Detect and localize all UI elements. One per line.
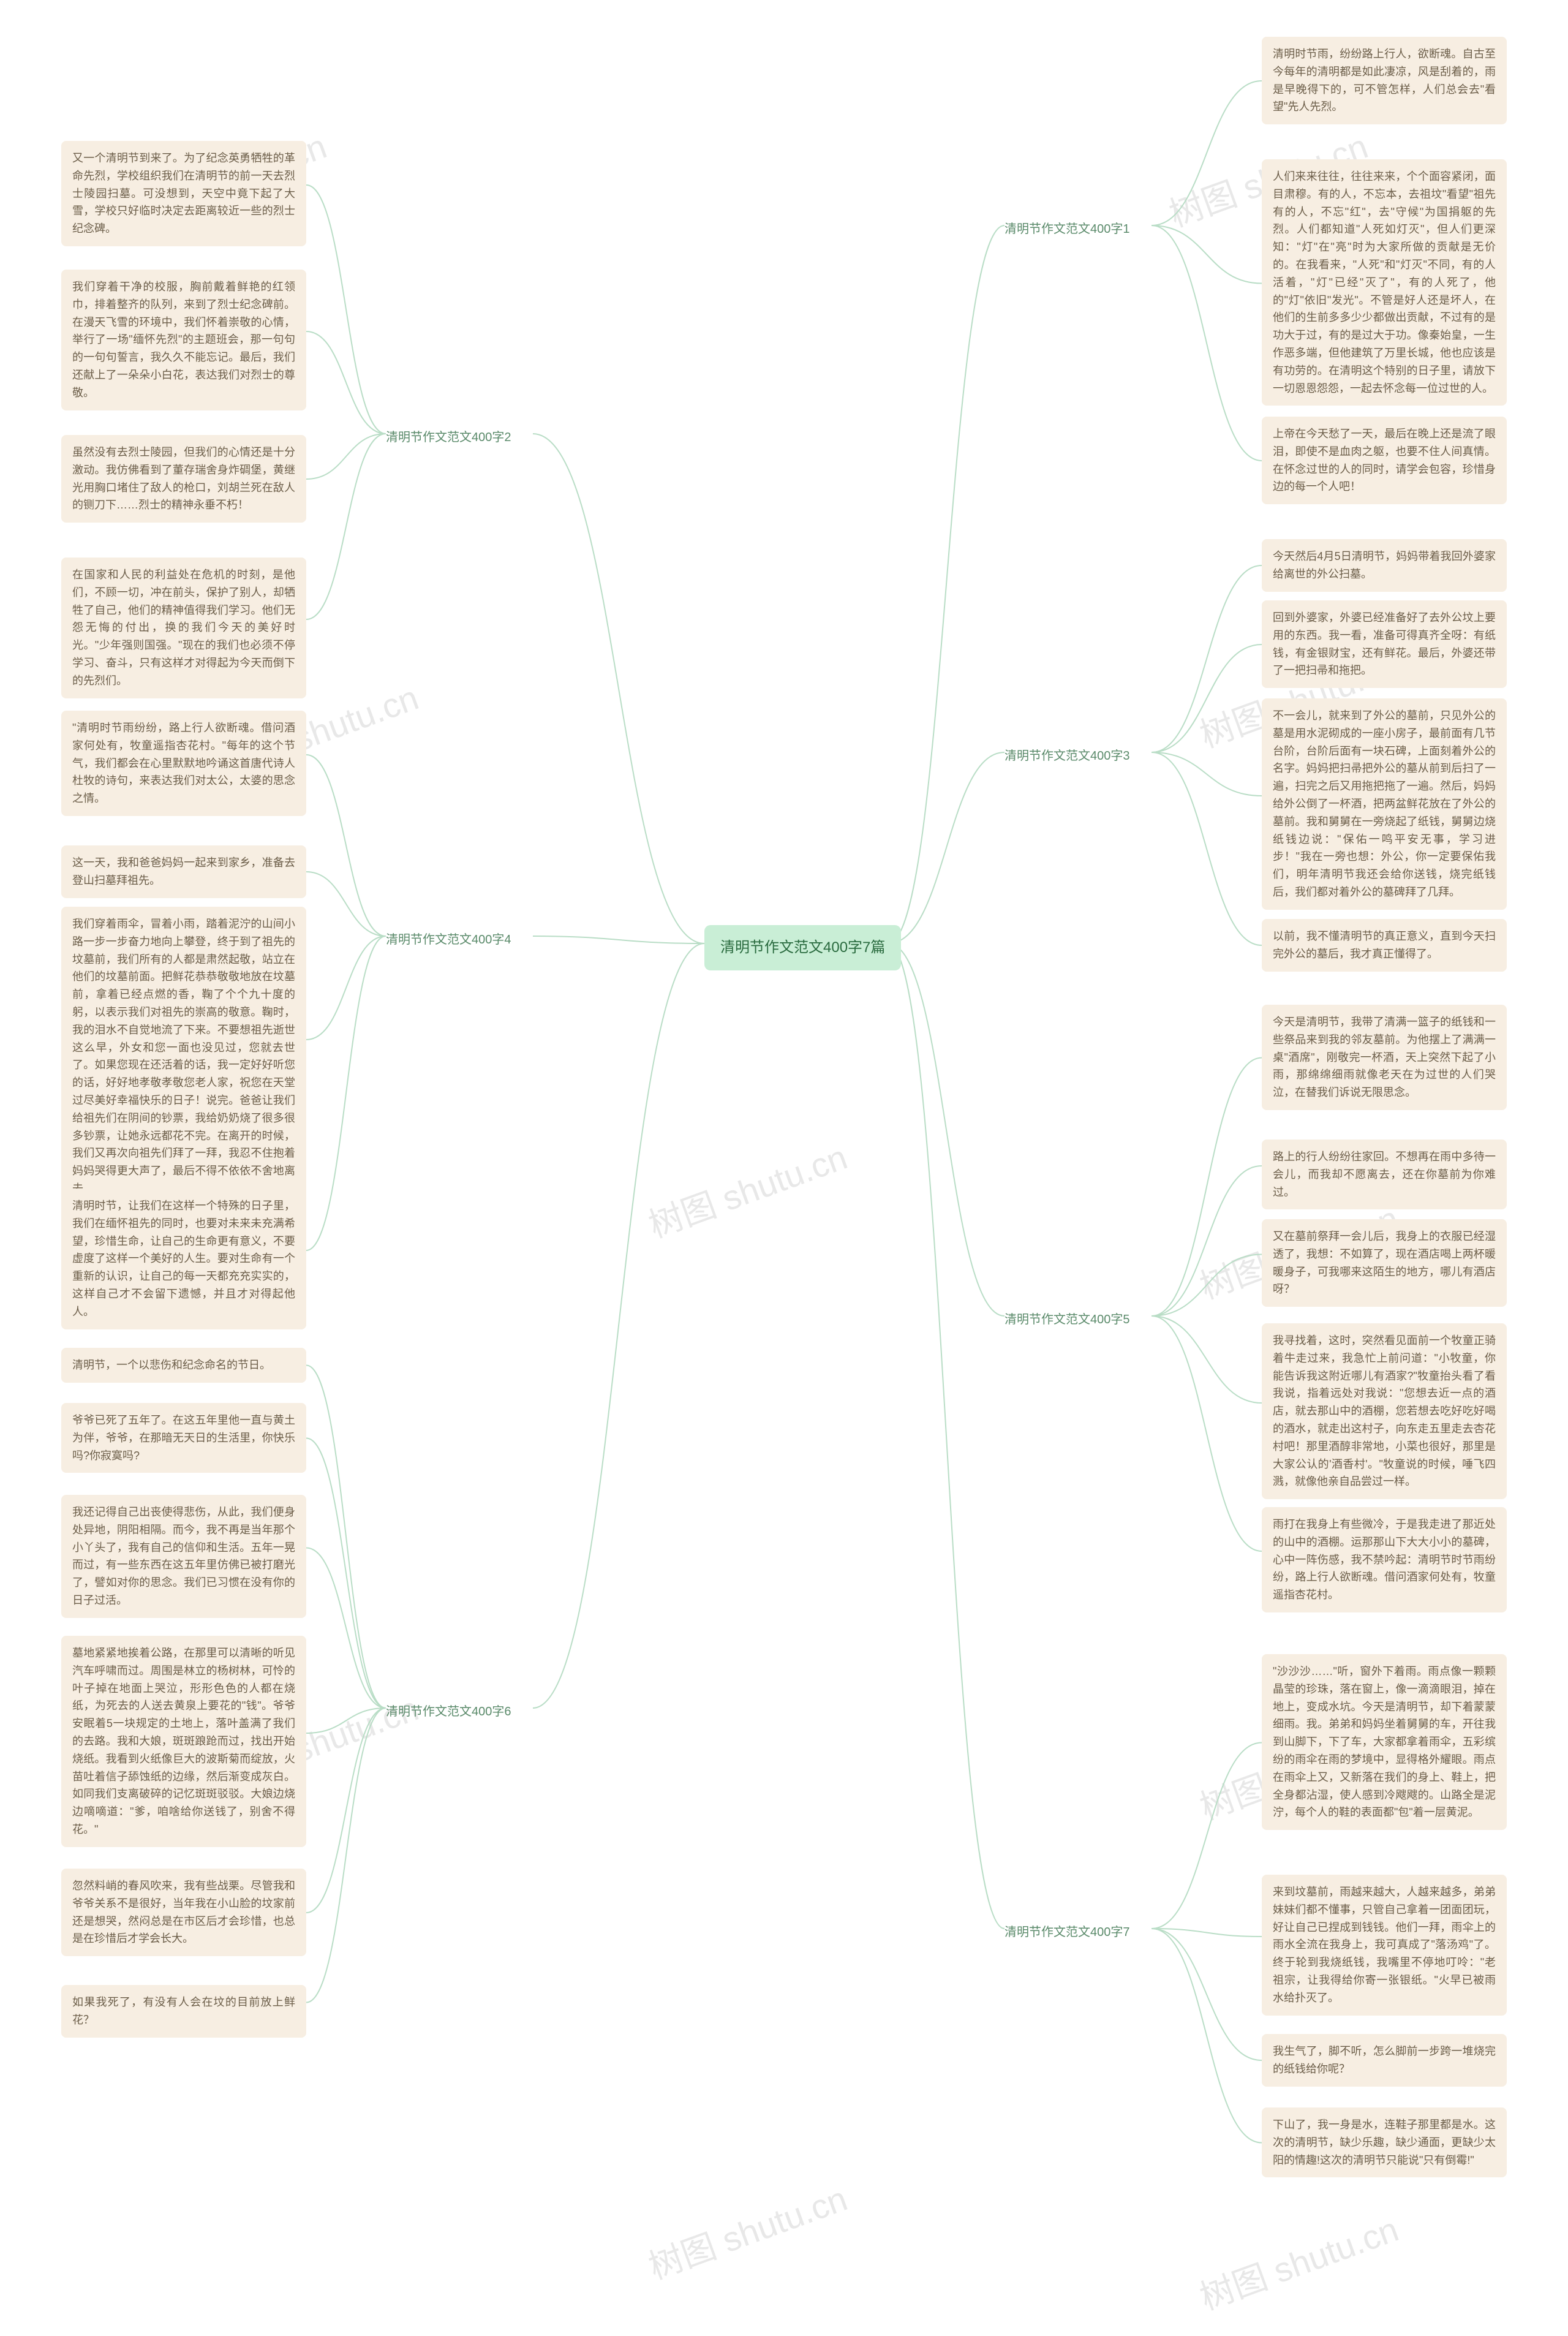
leaf-node: 我生气了，脚不听，怎么脚前一步跨一堆烧完的纸钱给你呢？ [1262,2034,1507,2087]
leaf-node: 下山了，我一身是水，连鞋子那里都是水。这次的清明节，缺少乐趣，缺少通面，更缺少太… [1262,2107,1507,2177]
leaf-node: 清明时节，让我们在这样一个特殊的日子里，我们在缅怀祖先的同时，也要对未来未充满希… [61,1189,306,1329]
leaf-node: 雨打在我身上有些微冷，于是我走进了那近处的山中的酒棚。运那那山下大大小小的墓碑，… [1262,1507,1507,1612]
branch-node: 清明节作文范文400字3 [1005,741,1130,771]
leaf-node: 今天是清明节，我带了清满一篮子的纸钱和一些祭品来到我的邻友墓前。为他摆上了满满一… [1262,1005,1507,1110]
center-node: 清明节作文范文400字7篇 [704,925,901,970]
branch-node: 清明节作文范文400字7 [1005,1918,1130,1947]
branch-node: 清明节作文范文400字2 [386,423,511,452]
leaf-node: 墓地紧紧地挨着公路，在那里可以清晰的听见汽车呼啸而过。周围是林立的杨树林，可怜的… [61,1636,306,1847]
leaf-node: 在国家和人民的利益处在危机的时刻，是他们，不顾一切，冲在前头，保护了别人，却牺牲… [61,558,306,698]
leaf-node: 我们穿着雨伞，冒着小雨，踏着泥泞的山间小路一步一步奋力地向上攀登，终于到了祖先的… [61,907,306,1206]
leaf-node: 这一天，我和爸爸妈妈一起来到家乡，准备去登山扫墓拜祖先。 [61,845,306,898]
leaf-node: "清明时节雨纷纷，路上行人欲断魂。借问酒家何处有，牧童遥指杏花村。"每年的这个节… [61,711,306,816]
branch-node: 清明节作文范文400字5 [1005,1305,1130,1334]
leaf-node: 今天然后4月5日清明节，妈妈带着我回外婆家给离世的外公扫墓。 [1262,539,1507,592]
leaf-node: 上帝在今天愁了一天，最后在晚上还是流了眼泪，即使不是血肉之躯，也要不住人间真情。… [1262,417,1507,504]
leaf-node: 我们穿着干净的校服，胸前戴着鲜艳的红领巾，排着整齐的队列，来到了烈士纪念碑前。在… [61,270,306,410]
leaf-node: 忽然料峭的春风吹来，我有些战栗。尽管我和爷爷关系不是很好，当年我在小山脸的坟家前… [61,1869,306,1956]
leaf-node: 路上的行人纷纷往家回。不想再在雨中多待一会儿，而我却不愿离去，还在你墓前为你难过… [1262,1140,1507,1209]
branch-node: 清明节作文范文400字1 [1005,214,1130,244]
leaf-node: 我寻找着，这时，突然看见面前一个牧童正骑着牛走过来，我急忙上前问道："小牧童，你… [1262,1323,1507,1499]
branch-node: 清明节作文范文400字6 [386,1697,511,1726]
leaf-node: 不一会儿，就来到了外公的墓前，只见外公的墓是用水泥砌成的一座小房子，最前面有几节… [1262,698,1507,910]
leaf-node: 回到外婆家，外婆已经准备好了去外公坟上要用的东西。我一看，准备可得真齐全呀：有纸… [1262,600,1507,688]
leaf-node: 以前，我不懂清明节的真正意义，直到今天扫完外公的墓后，我才真正懂得了。 [1262,919,1507,972]
leaf-node: 如果我死了，有没有人会在坟的目前放上鲜花？ [61,1985,306,2038]
leaf-node: 清明节，一个以悲伤和纪念命名的节日。 [61,1348,306,1383]
leaf-node: 爷爷已死了五年了。在这五年里他一直与黄土为伴，爷爷，在那暗无天日的生活里，你快乐… [61,1403,306,1473]
leaf-node: 又一个清明节到来了。为了纪念英勇牺牲的革命先烈，学校组织我们在清明节的前一天去烈… [61,141,306,246]
leaf-node: 来到坟墓前，雨越来越大，人越来越多，弟弟妹妹们都不懂事，只管自己拿着一团面团玩，… [1262,1875,1507,2016]
leaf-node: 我还记得自己出丧使得悲伤，从此，我们便身处异地，阴阳相隔。而今，我不再是当年那个… [61,1495,306,1618]
branch-node: 清明节作文范文400字4 [386,925,511,954]
leaf-node: 虽然没有去烈士陵园，但我们的心情还是十分激动。我仿佛看到了董存瑞舍身炸碉堡，黄继… [61,435,306,523]
leaf-node: 人们来来往往，往往来来，个个面容紧闭，面目肃穆。有的人，不忘本，去祖坟"看望"祖… [1262,159,1507,406]
leaf-node: 清明时节雨，纷纷路上行人，欲断魂。自古至今每年的清明都是如此凄凉，风是刮着的，雨… [1262,37,1507,124]
leaf-node: "沙沙沙……"听，窗外下着雨。雨点像一颗颗晶莹的珍珠，落在窗上，像一滴滴眼泪，掉… [1262,1654,1507,1830]
leaf-node: 又在墓前祭拜一会儿后，我身上的衣服已经湿透了，我想：不如算了，现在酒店喝上两杯暖… [1262,1219,1507,1307]
